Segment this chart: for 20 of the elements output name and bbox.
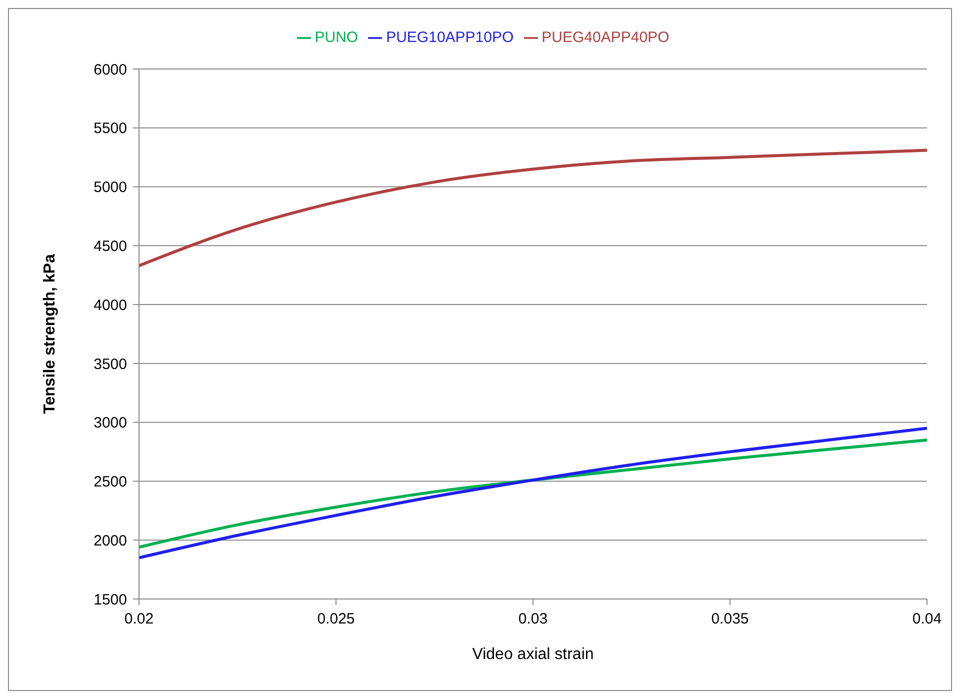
y-tick-label: 4500 [94, 238, 127, 255]
legend-label: PUEG40APP40PO [542, 29, 670, 46]
legend-label: PUEG10APP10PO [386, 29, 514, 46]
y-tick-label: 2500 [94, 474, 127, 491]
y-tick-label: 1500 [94, 591, 127, 608]
x-tick-label: 0.025 [317, 610, 355, 628]
legend-label: PUNO [314, 29, 358, 46]
x-axis-title: Video axial strain [472, 646, 594, 663]
y-tick-label: 3500 [94, 356, 127, 373]
y-tick-label: 5000 [94, 179, 127, 196]
y-axis-title: Tensile strength, kPa [42, 254, 59, 414]
x-tick-label: 0.02 [124, 610, 154, 628]
y-tick-label: 5500 [94, 120, 127, 138]
x-tick-label: 0.035 [711, 610, 749, 628]
x-tick-label: 0.03 [518, 610, 548, 628]
y-tick-label: 2000 [94, 532, 127, 550]
x-tick-label: 0.04 [912, 610, 942, 628]
y-tick-label: 3000 [94, 414, 127, 432]
y-tick-label: 4000 [94, 296, 127, 314]
y-tick-label: 6000 [94, 61, 127, 78]
